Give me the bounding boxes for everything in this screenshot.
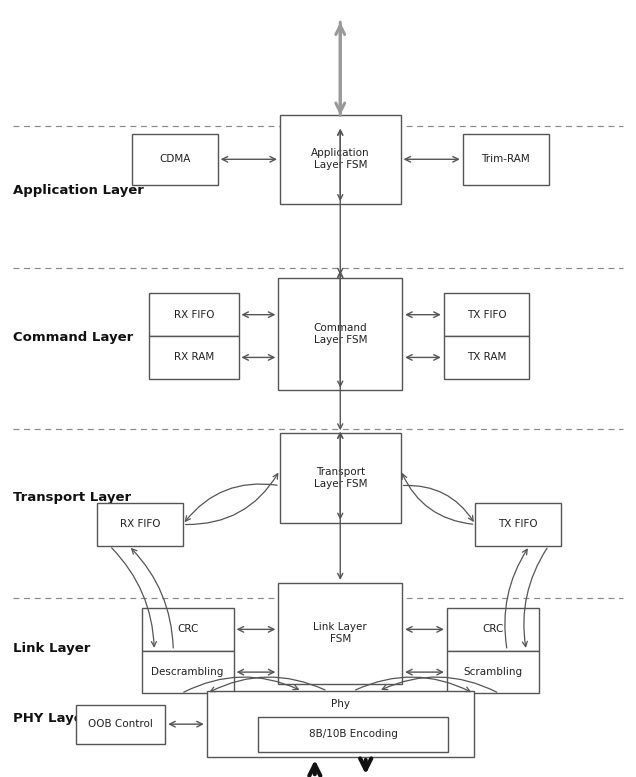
FancyBboxPatch shape (463, 134, 549, 184)
FancyBboxPatch shape (141, 651, 233, 693)
FancyBboxPatch shape (447, 651, 539, 693)
FancyBboxPatch shape (444, 293, 530, 336)
Text: RX RAM: RX RAM (174, 353, 214, 362)
FancyBboxPatch shape (447, 608, 539, 651)
Text: 8B/10B Encoding: 8B/10B Encoding (308, 730, 398, 739)
Text: TX FIFO: TX FIFO (467, 310, 506, 319)
FancyBboxPatch shape (444, 336, 530, 378)
Text: CRC: CRC (177, 625, 198, 634)
Text: Link Layer: Link Layer (13, 643, 90, 655)
FancyBboxPatch shape (149, 293, 238, 336)
Text: Application
Layer FSM: Application Layer FSM (311, 148, 370, 170)
Text: OOB Control: OOB Control (88, 720, 153, 729)
Text: CDMA: CDMA (159, 155, 191, 164)
Text: CRC: CRC (482, 625, 504, 634)
Text: Link Layer
FSM: Link Layer FSM (314, 622, 367, 644)
Text: Transport
Layer FSM: Transport Layer FSM (314, 467, 367, 489)
FancyBboxPatch shape (279, 278, 403, 391)
Text: TX RAM: TX RAM (467, 353, 506, 362)
Text: Application Layer: Application Layer (13, 184, 144, 197)
Text: Command Layer: Command Layer (13, 332, 133, 344)
FancyBboxPatch shape (97, 503, 183, 545)
FancyBboxPatch shape (279, 583, 403, 684)
Text: TX FIFO: TX FIFO (499, 520, 538, 529)
Text: PHY Layer: PHY Layer (13, 713, 89, 725)
Text: Descrambling: Descrambling (151, 667, 224, 677)
Text: Transport Layer: Transport Layer (13, 491, 131, 503)
FancyBboxPatch shape (76, 705, 165, 744)
Text: RX FIFO: RX FIFO (120, 520, 160, 529)
FancyBboxPatch shape (280, 114, 401, 204)
Text: Scrambling: Scrambling (464, 667, 522, 677)
Text: Trim-RAM: Trim-RAM (481, 155, 530, 164)
Text: RX FIFO: RX FIFO (174, 310, 214, 319)
Text: Command
Layer FSM: Command Layer FSM (314, 323, 367, 345)
FancyBboxPatch shape (258, 716, 448, 752)
FancyBboxPatch shape (280, 434, 401, 522)
FancyBboxPatch shape (141, 608, 233, 651)
FancyBboxPatch shape (207, 692, 474, 757)
FancyBboxPatch shape (475, 503, 562, 545)
FancyBboxPatch shape (149, 336, 238, 378)
FancyBboxPatch shape (132, 134, 218, 184)
Text: Phy: Phy (331, 699, 350, 709)
